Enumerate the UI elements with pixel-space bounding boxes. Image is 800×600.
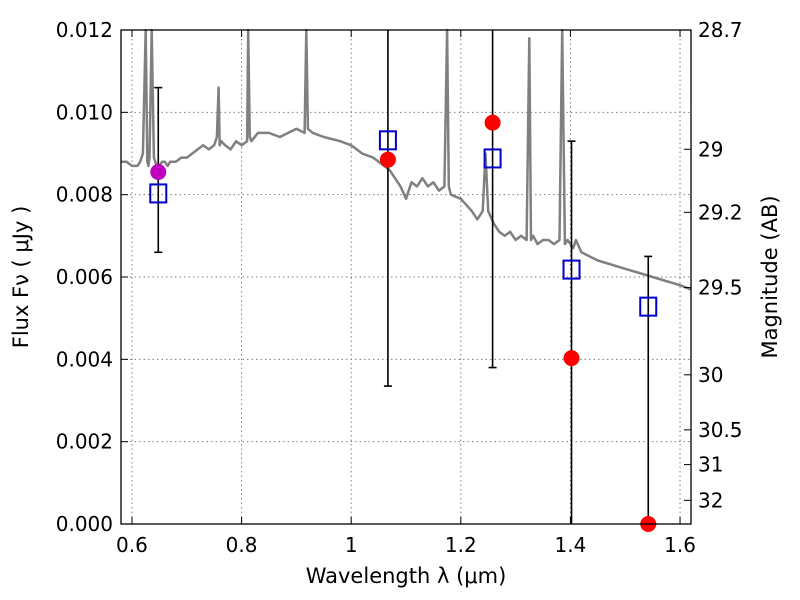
y-axis-title: Flux Fν ( μJy ) [9,206,33,349]
magnitude-tick-label: 29.5 [698,276,743,300]
spectrum-series [121,28,692,291]
observed-point [150,164,167,181]
axis-ticks [121,29,691,525]
y-tick-label: 0.010 [56,100,113,124]
magnitude-tick-label: 31 [698,453,723,477]
x-tick-label: 1 [345,533,358,557]
model-point [149,183,168,204]
y-tick-label: 0.012 [56,18,113,42]
model-point [639,296,658,317]
magnitude-axis-title: Magnitude (AB) [758,195,782,358]
y-tick-label: 0.004 [56,347,113,371]
x-tick-label: 0.6 [116,533,148,557]
x-tick-labels: 0.6 0.8 1 1.2 1.4 1.6 [116,533,696,557]
magnitude-tick-label: 29.2 [698,200,743,224]
x-tick-label: 1.2 [445,533,477,557]
model-point [562,259,581,280]
observed-series [150,114,657,532]
y-tick-label: 0.008 [56,183,113,207]
magnitude-tick-labels: 28.7 29 29.2 29.5 30 30.5 31 32 [698,18,743,512]
model-series [149,130,658,317]
magnitude-tick-label: 30 [698,363,723,387]
y-tick-label: 0.002 [56,430,113,454]
x-axis-title: Wavelength λ (μm) [306,564,507,588]
errorbar-series [154,30,653,524]
spectrum-line [121,28,692,291]
observed-point [563,350,580,367]
y-tick-label: 0.000 [56,512,113,536]
x-tick-label: 1.4 [555,533,587,557]
model-point [378,130,397,151]
y-tick-labels: 0.000 0.002 0.004 0.006 0.008 0.010 0.012 [56,18,113,536]
observed-point [379,151,396,168]
y-tick-label: 0.006 [56,265,113,289]
magnitude-tick-label: 30.5 [698,418,743,442]
x-tick-label: 0.8 [226,533,258,557]
x-tick-label: 1.6 [664,533,696,557]
magnitude-tick-label: 28.7 [698,18,743,42]
model-point [483,148,502,169]
magnitude-tick-label: 32 [698,488,723,512]
observed-point [484,114,501,131]
grid [121,29,691,525]
magnitude-tick-label: 29 [698,137,723,161]
